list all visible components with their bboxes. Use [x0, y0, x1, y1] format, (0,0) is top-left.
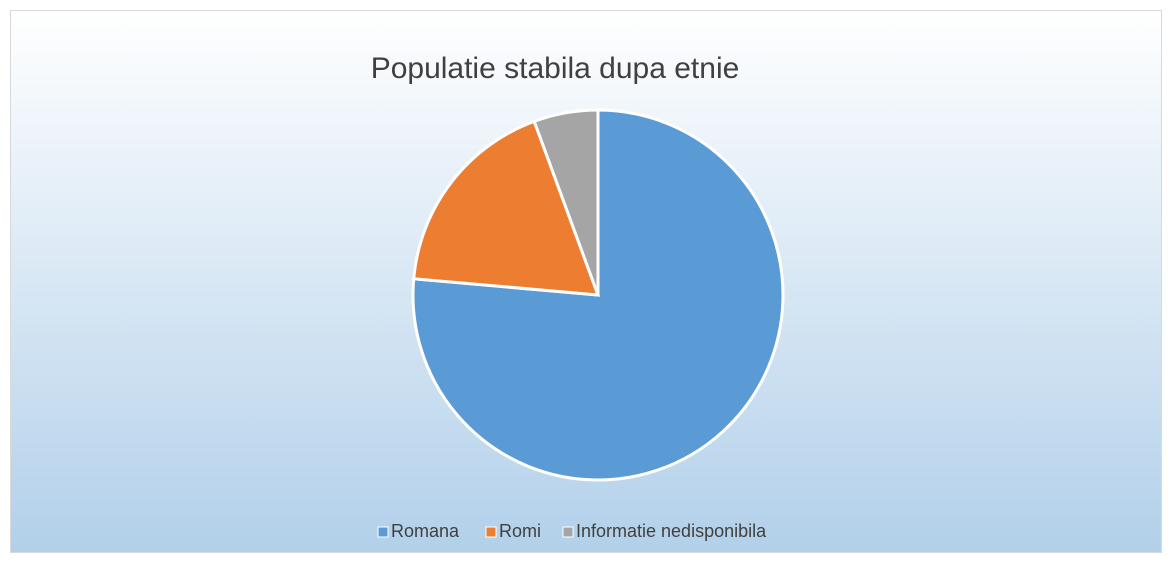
- pie-slice: [532, 108, 600, 296]
- legend-swatch: [377, 526, 389, 538]
- legend-label: Informatie nedisponibila: [576, 521, 767, 541]
- legend-label: Romana: [391, 521, 460, 541]
- legend-swatch: [485, 526, 497, 538]
- legend-label: Romi: [499, 521, 541, 541]
- chart-title: Populatie stabila dupa etnie: [371, 52, 740, 85]
- pie-slice: [412, 119, 601, 297]
- legend-swatch: [562, 526, 574, 538]
